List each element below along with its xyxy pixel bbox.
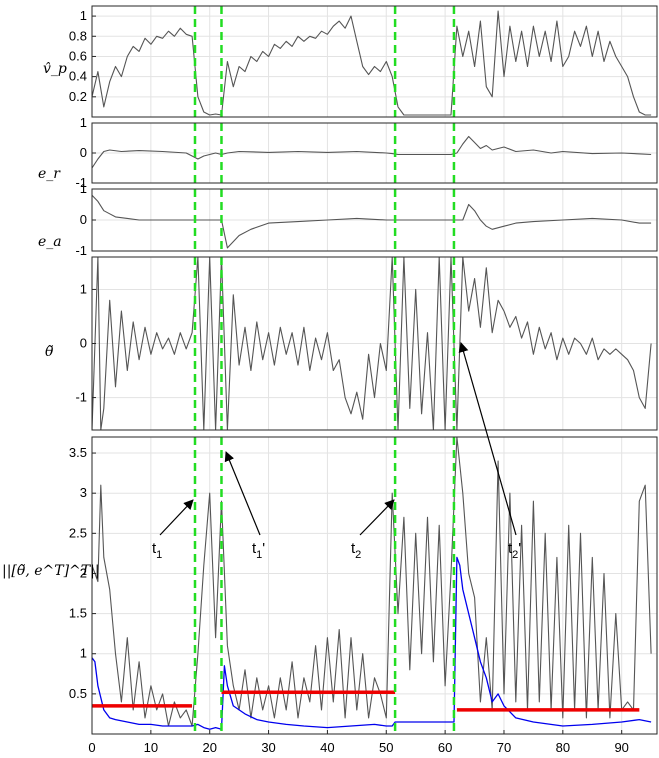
series-line-gray <box>92 257 652 430</box>
ytick-label: 0.8 <box>69 28 87 43</box>
ytick-label: 0.4 <box>69 69 87 84</box>
annotation-arrow <box>359 499 395 536</box>
ytick-label: 3.5 <box>69 445 87 460</box>
ylabel-ea: e_a <box>38 234 62 250</box>
ytick-label: 1 <box>80 115 87 130</box>
annotation-label: t2 <box>351 540 361 561</box>
xtick-label: 80 <box>556 740 570 755</box>
annotation-arrow <box>458 342 517 536</box>
annotation-prime: ' <box>262 540 265 557</box>
annotation-main: t <box>351 540 356 557</box>
annotation-main: t <box>508 540 513 557</box>
ytick-label: 0.6 <box>69 48 87 63</box>
series-line-gray <box>92 135 652 169</box>
xtick-label: 90 <box>614 740 628 755</box>
ylabel-vp: v̂_p <box>43 61 67 77</box>
axes-frame <box>91 436 658 735</box>
ytick-label: -1 <box>75 390 87 405</box>
ytick-label: 3 <box>80 485 87 500</box>
annotation-sub: 1 <box>256 549 262 561</box>
annotation-arrow <box>159 499 194 536</box>
ytick-label: 1 <box>80 281 87 296</box>
xtick-label: 20 <box>202 740 216 755</box>
ytick-label: -1 <box>75 243 87 258</box>
annotation-main: t <box>252 540 257 557</box>
annotation-label: t1 <box>152 540 162 561</box>
annotation-label: t2' <box>508 540 521 561</box>
ytick-label: 1 <box>80 8 87 23</box>
ylabel-er: e_r <box>38 166 61 182</box>
panel-er: -1 0 1 e_r <box>38 115 658 190</box>
series-line-blue <box>92 556 652 730</box>
series-group <box>92 257 652 430</box>
ytick-label: -1 <box>75 175 87 190</box>
panel-theta: -1 0 1 θ̃ <box>45 256 658 431</box>
axes-frame <box>91 5 658 118</box>
ytick-label: 2.5 <box>69 525 87 540</box>
xtick-label: 0 <box>88 740 95 755</box>
xtick-label: 70 <box>497 740 511 755</box>
series-group <box>92 135 652 169</box>
ytick-label: 0 <box>80 336 87 351</box>
xtick-label: 10 <box>144 740 158 755</box>
annotation-arrow <box>224 451 261 536</box>
annotation-sub: 2 <box>355 549 361 561</box>
ytick-label: 0 <box>80 145 87 160</box>
panel-norm: 0.5 1 1.5 2 2.5 3 3.5 0 10 20 30 40 50 60 70 80 90 ||[θ̃,… <box>2 342 658 755</box>
panel-ea: -1 0 1 e_a <box>38 181 658 258</box>
ytick-label: 0 <box>80 212 87 227</box>
series-group <box>92 437 652 730</box>
ytick-label: 1.5 <box>69 606 87 621</box>
ytick-label: 0.2 <box>69 89 87 104</box>
ytick-label: 1 <box>80 181 87 196</box>
panel-vp: 0.2 0.4 0.6 0.8 1 v̂_p <box>43 5 658 118</box>
annotation-prime: ' <box>518 540 521 557</box>
annotation-label: t1' <box>252 540 265 561</box>
series-line-gray <box>92 194 652 249</box>
series-group <box>92 10 652 116</box>
xtick-label: 30 <box>261 740 275 755</box>
ylabel-norm: ||[θ̃, e^T]^T|| <box>2 563 100 579</box>
annotation-main: t <box>152 540 157 557</box>
series-line-gray <box>92 437 652 727</box>
xtick-label: 50 <box>379 740 393 755</box>
xtick-label: 40 <box>320 740 334 755</box>
ytick-label: 0.5 <box>69 686 87 701</box>
ytick-label: 2 <box>80 565 87 580</box>
ylabel-theta: θ̃ <box>45 344 54 360</box>
series-group <box>92 194 652 249</box>
ytick-label: 1 <box>80 646 87 661</box>
series-line-gray <box>92 10 652 116</box>
annotation-sub: 1 <box>156 549 162 561</box>
annotation-sub: 2 <box>512 549 518 561</box>
xtick-label: 60 <box>438 740 452 755</box>
